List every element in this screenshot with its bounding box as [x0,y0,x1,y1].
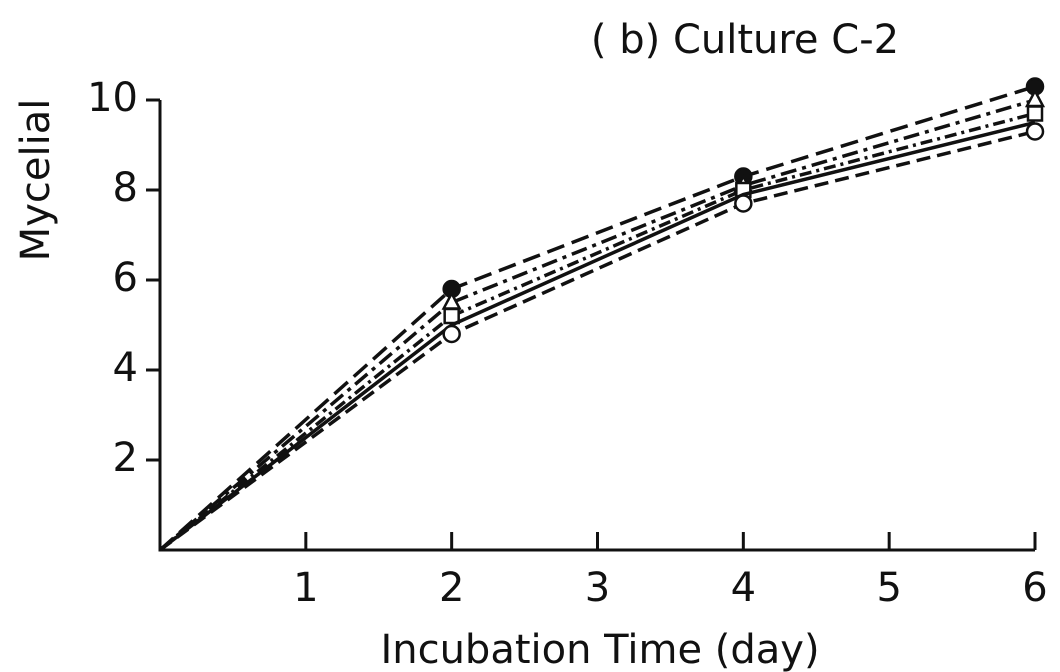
chart-title: ( b) Culture C-2 [591,17,899,63]
y-axis-label: Mycelial [13,99,59,262]
marker [443,307,460,325]
marker [1025,122,1045,141]
series-line [158,120,1036,552]
x-tick-label: 5 [876,565,901,611]
y-tick-label: 4 [113,345,138,391]
x-tick-label: 1 [293,565,318,611]
y-tick-label: 6 [113,255,138,301]
y-tick-label: 10 [87,75,138,121]
marker [442,324,461,344]
series-line [158,111,1036,552]
series-line [158,98,1036,552]
y-tick-label: 8 [113,165,138,211]
x-tick-label: 2 [439,565,464,611]
axes [158,100,1035,552]
x-tick-label: 3 [585,565,610,611]
marker [1026,105,1044,122]
x-tick-label: 6 [1022,565,1047,611]
series-line [158,84,1036,552]
series-line [158,129,1036,552]
marker [734,194,753,213]
x-tick-label: 4 [731,565,756,611]
x-axis-label: Incubation Time (day) [380,627,819,672]
y-tick-label: 2 [113,435,138,481]
